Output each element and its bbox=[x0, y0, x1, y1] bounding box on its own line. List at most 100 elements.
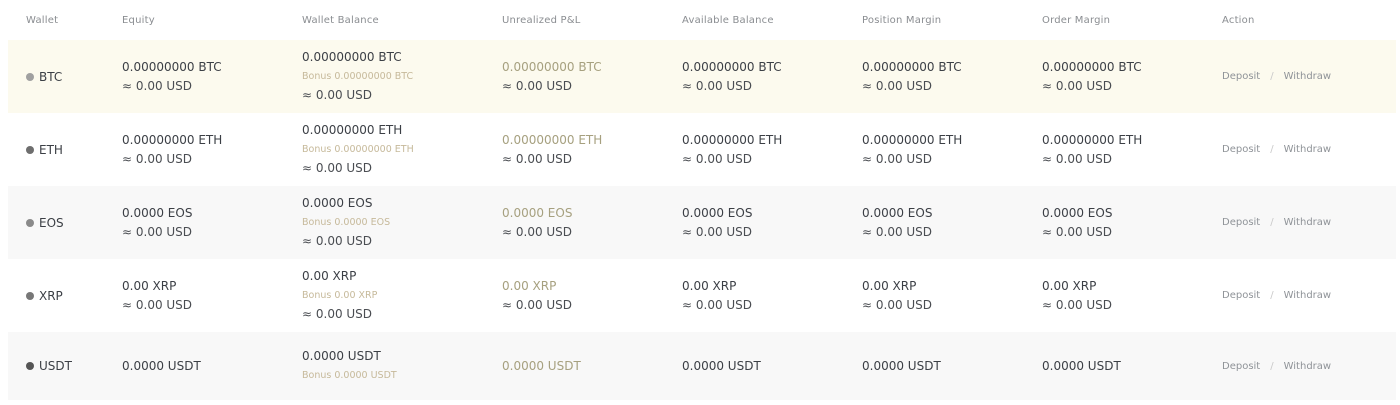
pnl-value: 0.0000 USDT bbox=[502, 358, 581, 373]
equity-cell: 0.0000 EOS ≈ 0.00 USD bbox=[122, 204, 302, 242]
action-cell: Deposit / Withdraw bbox=[1222, 361, 1372, 372]
table-row-eth: ETH 0.00000000 ETH ≈ 0.00 USD 0.00000000… bbox=[8, 113, 1396, 186]
table-row-btc: BTC 0.00000000 BTC ≈ 0.00 USD 0.00000000… bbox=[8, 40, 1396, 113]
table-row-xrp: XRP 0.00 XRP ≈ 0.00 USD 0.00 XRP Bonus 0… bbox=[8, 259, 1396, 332]
wallet-cell: USDT bbox=[8, 359, 122, 373]
bonus-value: Bonus 0.00000000 BTC bbox=[302, 71, 414, 82]
action-cell: Deposit / Withdraw bbox=[1222, 217, 1372, 228]
position-margin-cell: 0.00 XRP ≈ 0.00 USD bbox=[862, 277, 1042, 315]
coin-dot-icon bbox=[26, 362, 34, 370]
bonus-value: Bonus 0.00 XRP bbox=[302, 290, 378, 301]
deposit-link[interactable]: Deposit bbox=[1222, 360, 1261, 372]
available-usd: ≈ 0.00 USD bbox=[682, 78, 753, 93]
action-separator: / bbox=[1270, 217, 1274, 228]
withdraw-link[interactable]: Withdraw bbox=[1283, 360, 1332, 372]
position-margin-value: 0.00000000 ETH bbox=[862, 132, 963, 147]
equity-value: 0.00000000 BTC bbox=[122, 59, 222, 74]
position-margin-cell: 0.0000 EOS ≈ 0.00 USD bbox=[862, 204, 1042, 242]
deposit-link[interactable]: Deposit bbox=[1222, 290, 1261, 301]
wallet-balance-usd: ≈ 0.00 USD bbox=[302, 161, 373, 175]
header-position-margin: Position Margin bbox=[862, 14, 942, 26]
equity-usd: ≈ 0.00 USD bbox=[122, 224, 193, 239]
position-margin-usd: ≈ 0.00 USD bbox=[862, 78, 933, 93]
position-margin-value: 0.00 XRP bbox=[862, 278, 917, 293]
available-value: 0.00000000 ETH bbox=[682, 132, 783, 147]
coin-name: BTC bbox=[39, 69, 63, 84]
action-separator: / bbox=[1270, 71, 1274, 82]
header-equity: Equity bbox=[122, 14, 155, 26]
withdraw-link[interactable]: Withdraw bbox=[1283, 71, 1332, 82]
wallet-cell: ETH bbox=[8, 143, 122, 157]
header-wallet: Wallet bbox=[26, 14, 59, 26]
available-value: 0.0000 USDT bbox=[682, 358, 761, 373]
coin-dot-icon bbox=[26, 72, 34, 81]
wallet-balance-usd: ≈ 0.00 USD bbox=[302, 88, 373, 102]
wallet-balance-value: 0.00 XRP bbox=[302, 269, 357, 283]
wallet-balance-cell: 0.0000 EOS Bonus 0.0000 EOS ≈ 0.00 USD bbox=[302, 194, 502, 251]
wallet-balance-value: 0.00000000 BTC bbox=[302, 50, 402, 64]
wallet-cell: EOS bbox=[8, 216, 122, 230]
deposit-link[interactable]: Deposit bbox=[1222, 217, 1261, 228]
equity-cell: 0.0000 USDT bbox=[122, 357, 302, 376]
header-available-balance: Available Balance bbox=[682, 14, 774, 26]
wallet-balance-cell: 0.0000 USDT Bonus 0.0000 USDT bbox=[302, 347, 502, 385]
available-cell: 0.00 XRP ≈ 0.00 USD bbox=[682, 277, 862, 315]
coin-dot-icon bbox=[26, 291, 34, 300]
bonus-value: Bonus 0.0000 EOS bbox=[302, 217, 391, 228]
position-margin-cell: 0.0000 USDT bbox=[862, 357, 1042, 376]
available-cell: 0.00000000 BTC ≈ 0.00 USD bbox=[682, 58, 862, 96]
pnl-usd: ≈ 0.00 USD bbox=[502, 151, 573, 166]
pnl-cell: 0.0000 USDT bbox=[502, 357, 682, 376]
action-cell: Deposit / Withdraw bbox=[1222, 71, 1372, 82]
header-unrealized-pnl: Unrealized P&L bbox=[502, 14, 581, 26]
pnl-usd: ≈ 0.00 USD bbox=[502, 78, 573, 93]
withdraw-link[interactable]: Withdraw bbox=[1283, 144, 1332, 155]
order-margin-usd: ≈ 0.00 USD bbox=[1042, 78, 1113, 93]
deposit-link[interactable]: Deposit bbox=[1222, 144, 1261, 155]
pnl-cell: 0.00000000 ETH ≈ 0.00 USD bbox=[502, 131, 682, 169]
available-value: 0.00000000 BTC bbox=[682, 59, 782, 74]
position-margin-value: 0.0000 EOS bbox=[862, 205, 933, 220]
equity-usd: ≈ 0.00 USD bbox=[122, 151, 193, 166]
available-usd: ≈ 0.00 USD bbox=[682, 297, 753, 312]
position-margin-value: 0.00000000 BTC bbox=[862, 59, 962, 74]
available-cell: 0.00000000 ETH ≈ 0.00 USD bbox=[682, 131, 862, 169]
coin-name: ETH bbox=[39, 142, 63, 157]
equity-value: 0.0000 EOS bbox=[122, 205, 193, 220]
pnl-cell: 0.00 XRP ≈ 0.00 USD bbox=[502, 277, 682, 315]
order-margin-value: 0.00 XRP bbox=[1042, 278, 1097, 293]
pnl-usd: ≈ 0.00 USD bbox=[502, 224, 573, 239]
equity-cell: 0.00 XRP ≈ 0.00 USD bbox=[122, 277, 302, 315]
equity-usd: ≈ 0.00 USD bbox=[122, 297, 193, 312]
available-cell: 0.0000 USDT bbox=[682, 357, 862, 376]
coin-name: XRP bbox=[39, 288, 63, 303]
coin-dot-icon bbox=[26, 218, 34, 227]
withdraw-link[interactable]: Withdraw bbox=[1283, 290, 1332, 301]
wallet-balance-value: 0.0000 EOS bbox=[302, 196, 373, 210]
order-margin-cell: 0.0000 USDT bbox=[1042, 357, 1222, 376]
pnl-value: 0.0000 EOS bbox=[502, 205, 573, 220]
wallet-balance-cell: 0.00000000 ETH Bonus 0.00000000 ETH ≈ 0.… bbox=[302, 121, 502, 178]
header-action: Action bbox=[1222, 14, 1255, 26]
equity-cell: 0.00000000 ETH ≈ 0.00 USD bbox=[122, 131, 302, 169]
coin-name: EOS bbox=[39, 215, 64, 230]
wallet-balance-cell: 0.00 XRP Bonus 0.00 XRP ≈ 0.00 USD bbox=[302, 267, 502, 324]
wallet-balance-value: 0.0000 USDT bbox=[302, 349, 381, 363]
order-margin-cell: 0.00 XRP ≈ 0.00 USD bbox=[1042, 277, 1222, 315]
pnl-cell: 0.00000000 BTC ≈ 0.00 USD bbox=[502, 58, 682, 96]
pnl-usd: ≈ 0.00 USD bbox=[502, 297, 573, 312]
order-margin-cell: 0.00000000 ETH ≈ 0.00 USD bbox=[1042, 131, 1222, 169]
order-margin-value: 0.00000000 BTC bbox=[1042, 59, 1142, 74]
coin-name: USDT bbox=[39, 359, 72, 373]
position-margin-cell: 0.00000000 BTC ≈ 0.00 USD bbox=[862, 58, 1042, 96]
position-margin-usd: ≈ 0.00 USD bbox=[862, 297, 933, 312]
withdraw-link[interactable]: Withdraw bbox=[1283, 217, 1332, 228]
equity-value: 0.00000000 ETH bbox=[122, 132, 223, 147]
table-row-eos: EOS 0.0000 EOS ≈ 0.00 USD 0.0000 EOS Bon… bbox=[8, 186, 1396, 259]
order-margin-usd: ≈ 0.00 USD bbox=[1042, 297, 1113, 312]
action-cell: Deposit / Withdraw bbox=[1222, 144, 1372, 155]
available-usd: ≈ 0.00 USD bbox=[682, 151, 753, 166]
table-header: Wallet Equity Wallet Balance Unrealized … bbox=[0, 0, 1400, 40]
deposit-link[interactable]: Deposit bbox=[1222, 71, 1261, 82]
